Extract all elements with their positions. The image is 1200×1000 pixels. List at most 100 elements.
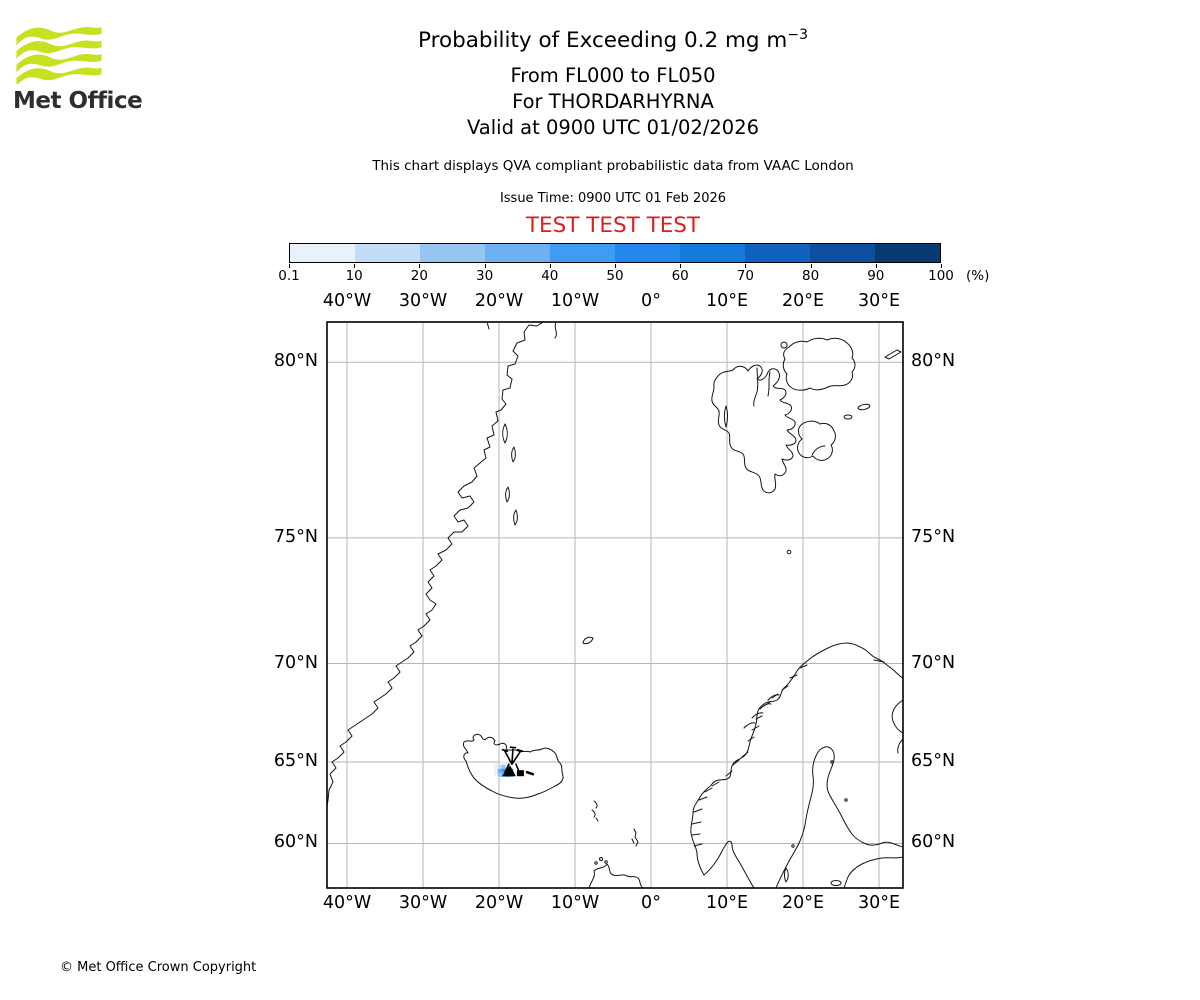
- coast-jan-mayen: [582, 636, 594, 645]
- lake-dot: [830, 760, 834, 764]
- probability-cell: [501, 764, 506, 770]
- lon-tick-label-top: 40°W: [322, 291, 372, 311]
- probability-colorbar: [289, 243, 941, 263]
- colorbar-tick-label: 60: [671, 268, 689, 284]
- colorbar-segment: [550, 244, 615, 262]
- coast-greenland-islet: [486, 322, 490, 330]
- lon-tick-label-top: 30°E: [857, 291, 901, 311]
- volcano-marker: [501, 746, 535, 777]
- lon-tick-label-bottom: 20°E: [781, 893, 825, 913]
- colorbar-tick-label: 50: [606, 268, 624, 284]
- lon-tick-label-bottom: 40°W: [322, 893, 372, 913]
- colorbar-tick-label: 90: [867, 268, 885, 284]
- coast-kong-karls: [843, 414, 853, 420]
- colorbar-tick: [941, 264, 942, 268]
- volcano-symbol: [501, 746, 524, 752]
- colorbar-tick: [745, 264, 747, 268]
- colorbar-tick-label: 70: [736, 268, 754, 284]
- colorbar-tick: [419, 264, 421, 268]
- lon-tick-label-bottom: 30°E: [857, 893, 901, 913]
- title-superscript: −3: [787, 27, 808, 43]
- coast-baltic: [775, 746, 903, 888]
- colorbar-tick-label: 30: [476, 268, 494, 284]
- colorbar-segment: [485, 244, 550, 262]
- colorbar-segment: [420, 244, 485, 262]
- colorbar-segment: [810, 244, 875, 262]
- coast-kvitoya: [884, 349, 902, 360]
- coast-scotland: [588, 863, 644, 888]
- volcano-symbol: [501, 765, 516, 777]
- colorbar-segment: [615, 244, 680, 262]
- coastlines: [327, 322, 903, 888]
- volcano-symbol: [504, 763, 520, 773]
- probability-cell: [503, 761, 508, 766]
- map-frame: [326, 321, 904, 889]
- colorbar-segment: [875, 244, 940, 262]
- map-canvas: [326, 321, 904, 889]
- coast-faroes: [591, 800, 599, 822]
- lat-tick-label-left: 70°N: [273, 652, 318, 673]
- lon-tick-label-bottom: 30°W: [398, 893, 448, 913]
- colorbar-tick: [615, 264, 616, 268]
- lake-dot: [844, 798, 848, 802]
- probability-cell: [493, 767, 498, 772]
- coast-greenland-islet: [502, 423, 508, 444]
- lon-tick-label-top: 20°E: [781, 291, 825, 311]
- coast-saaremaa: [830, 880, 842, 886]
- colorbar-tick: [810, 264, 812, 268]
- lat-tick-label-left: 80°N: [273, 351, 318, 372]
- lat-tick-label-right: 80°N: [911, 351, 956, 372]
- page-title: Probability of Exceeding 0.2 mg m−3: [417, 27, 808, 54]
- coast-lofoten: [743, 694, 780, 729]
- subtitle-flight-levels: From FL000 to FL050: [510, 64, 716, 87]
- lon-tick-label-top: 0°: [641, 291, 661, 311]
- lon-tick-label-bottom: 0°: [641, 893, 661, 913]
- colorbar-tick-label: 80: [802, 268, 820, 284]
- colorbar-tick-label: 10: [345, 268, 363, 284]
- lat-tick-label-left: 60°N: [273, 832, 318, 853]
- lon-tick-label-top: 30°W: [398, 291, 448, 311]
- qva-note: This chart displays QVA compliant probab…: [372, 158, 854, 174]
- colorbar-segment: [355, 244, 420, 262]
- subtitle-volcano: For THORDARHYRNA: [512, 90, 714, 113]
- colorbar-tick: [354, 264, 356, 268]
- coast-greenland: [327, 322, 544, 807]
- lon-tick-label-top: 10°E: [705, 291, 749, 311]
- colorbar-segment: [290, 244, 355, 262]
- probability-cell: [493, 763, 498, 768]
- coast-greenland-islet: [511, 446, 516, 463]
- issue-time: Issue Time: 0900 UTC 01 Feb 2026: [499, 191, 727, 206]
- colorbar-tick: [484, 264, 486, 268]
- coast-estonia: [843, 856, 903, 888]
- coast-shetland: [631, 828, 639, 847]
- colorbar-tick-label: 0.1: [278, 268, 300, 284]
- coast-prins-karls: [724, 405, 728, 428]
- colorbar-tick-label: 20: [410, 268, 428, 284]
- colorbar-tick: [680, 264, 682, 268]
- met-office-logo-waves-icon: [16, 26, 102, 84]
- probability-cell: [493, 770, 498, 776]
- coast-spitsbergen-fjords: [753, 367, 771, 407]
- copyright-text: © Met Office Crown Copyright: [60, 960, 257, 975]
- coast-orkney: [594, 861, 598, 865]
- probability-cell: [497, 768, 502, 773]
- coast-white-sea: [891, 699, 903, 754]
- coast-nordaustlandet: [782, 337, 856, 391]
- coast-iceland: [463, 733, 564, 799]
- coast-bear-island: [786, 549, 792, 555]
- probability-cell: [500, 761, 505, 766]
- lat-tick-label-left: 75°N: [273, 526, 318, 547]
- probability-cell: [497, 772, 502, 777]
- lon-tick-label-bottom: 20°W: [474, 893, 524, 913]
- lon-tick-label-top: 20°W: [474, 291, 524, 311]
- lon-tick-label-bottom: 10°E: [705, 893, 749, 913]
- colorbar-segment: [680, 244, 745, 262]
- coast-orkney: [599, 857, 603, 861]
- coast-gotland: [784, 867, 789, 883]
- test-banner: TEST TEST TEST: [525, 213, 701, 238]
- probability-cell: [501, 768, 506, 773]
- coast-svalbard-islet: [780, 341, 788, 349]
- coast-fjords: [691, 659, 885, 847]
- coast-edgeoya: [797, 420, 836, 461]
